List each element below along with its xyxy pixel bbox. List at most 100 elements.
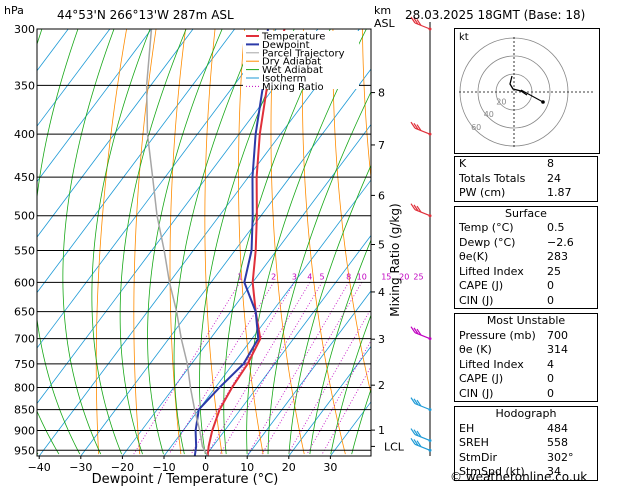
pressure-tick-label: 550 xyxy=(14,245,35,258)
legend-entry: Isotherm xyxy=(262,74,306,85)
mixing-ratio-label: 8 xyxy=(346,272,351,281)
isotherm xyxy=(163,179,371,456)
wind-barb-flag xyxy=(410,326,416,333)
isotherm xyxy=(122,123,371,456)
hodograph-stat-value: 484 xyxy=(547,421,568,435)
legend-box xyxy=(243,31,359,89)
surface-value: 283 xyxy=(547,250,568,263)
wind-barb-flag xyxy=(410,428,416,435)
mixing-ratio-label: 20 xyxy=(399,272,409,281)
most-unstable-label: CAPE (J) xyxy=(459,372,504,385)
mixing-ratio-label: 25 xyxy=(413,272,423,281)
wind-barb-flag xyxy=(413,204,419,212)
hodograph-stat-label: EH xyxy=(459,421,475,435)
credit-link[interactable]: © weatheronline.co.uk xyxy=(450,470,588,484)
most-unstable-value: 4 xyxy=(547,357,554,371)
index-label: K xyxy=(459,157,467,170)
index-label: PW (cm) xyxy=(459,186,506,199)
hodograph-stat-label: SREH xyxy=(459,436,489,449)
isotherm xyxy=(37,29,235,294)
surface-row: CIN (J) 0 xyxy=(455,294,597,309)
pressure-tick-label: 400 xyxy=(14,128,35,141)
index-value: 8 xyxy=(547,157,554,170)
pressure-tick-label: 350 xyxy=(14,79,35,92)
dry-adiabat xyxy=(238,29,264,455)
pressure-tick-label: 750 xyxy=(14,358,35,371)
most-unstable-box: Most Unstable Pressure (mb) 700 θe (K) 314 L… xyxy=(454,313,598,402)
wind-barb-flag xyxy=(410,16,416,24)
pressure-unit-label: hPa xyxy=(4,4,24,17)
surface-row: Temp (°C) 0.5 xyxy=(455,221,597,236)
surface-value: −2.6 xyxy=(547,235,574,249)
mixing-ratio-line xyxy=(247,282,349,455)
hodograph: kt 20 40 60 xyxy=(454,28,600,154)
most-unstable-value: 0 xyxy=(547,372,554,385)
series-dewpoint xyxy=(193,29,269,456)
pressure-tick-label: 900 xyxy=(14,425,35,438)
most-unstable-value: 700 xyxy=(547,328,568,342)
km-tick-label: 7 xyxy=(378,139,385,152)
pressure-tick-label: 300 xyxy=(14,23,35,36)
most-unstable-title: Most Unstable xyxy=(486,314,566,327)
wind-barb-flag xyxy=(416,205,422,213)
wind-barb-flag xyxy=(413,398,419,406)
most-unstable-row: θe (K) 314 xyxy=(455,343,597,358)
wind-barb-flag xyxy=(413,123,419,130)
wind-point xyxy=(428,132,432,136)
hodograph-table-title: Hodograph xyxy=(495,407,557,420)
mixing-ratio-label: 2 xyxy=(271,272,276,281)
mixing-ratio-line xyxy=(206,282,311,455)
location-title: 44°53'N 266°13'W 287m ASL xyxy=(57,8,234,22)
dry-adiabat xyxy=(332,29,371,396)
x-tick-label: −40 xyxy=(28,461,51,474)
km-tick-label: 6 xyxy=(378,189,385,202)
wind-barb-flag xyxy=(416,399,422,407)
mixing-ratio-line xyxy=(190,282,295,455)
surface-row: Lifted Index 25 xyxy=(455,265,597,280)
mixing-ratio-line xyxy=(261,282,363,455)
surface-label: Temp (°C) xyxy=(459,221,514,234)
isotherm xyxy=(37,29,111,127)
mixing-ratio-label: 3 xyxy=(292,272,297,281)
wet-adiabat xyxy=(37,29,81,455)
wind-point xyxy=(428,27,432,31)
surface-label: CIN (J) xyxy=(459,293,494,307)
pressure-tick-label: 800 xyxy=(14,381,35,394)
pressure-tick-label: 600 xyxy=(14,276,35,289)
x-tick-label: −20 xyxy=(111,461,134,474)
isotherm xyxy=(37,29,152,183)
pressure-tick-label: 500 xyxy=(14,210,35,223)
pressure-tick-label: 650 xyxy=(14,306,35,319)
km-tick-label: LCL xyxy=(384,440,405,453)
isotherm xyxy=(80,68,371,456)
hodograph-ring xyxy=(477,55,551,129)
km-tick-label: 5 xyxy=(378,238,385,251)
km-tick-label: 4 xyxy=(378,286,385,299)
wind-barb-flag xyxy=(413,17,419,25)
surface-label: Dewp (°C) xyxy=(459,235,516,249)
dry-adiabat xyxy=(95,29,127,455)
most-unstable-value: 0 xyxy=(547,386,554,400)
isotherm xyxy=(288,345,371,456)
wind-point xyxy=(428,408,432,412)
wind-barb-flag xyxy=(416,124,422,131)
index-label: Totals Totals xyxy=(459,171,526,185)
height-unit-label: km xyxy=(374,4,392,17)
most-unstable-label: Lifted Index xyxy=(459,357,524,371)
hodograph-table-box: Hodograph EH 484 SREH 558 StmDir 302° StmSpd (… xyxy=(454,406,598,481)
surface-label: Lifted Index xyxy=(459,264,524,278)
height-unit-asl: ASL xyxy=(374,17,395,30)
most-unstable-value: 314 xyxy=(547,343,568,356)
surface-row: Dewp (°C) −2.6 xyxy=(455,236,597,251)
km-tick-label: 8 xyxy=(378,87,385,100)
plot-frame xyxy=(36,28,372,457)
x-tick-label: 10 xyxy=(240,461,254,474)
surface-title: Surface xyxy=(505,206,547,220)
hodograph-stat-value: 302° xyxy=(547,450,574,464)
x-tick-label: −30 xyxy=(69,461,92,474)
index-value: 1.87 xyxy=(547,186,572,199)
wind-barb-flag xyxy=(413,439,419,446)
wind-barb-flag xyxy=(410,121,416,129)
dry-adiabat xyxy=(169,29,186,455)
